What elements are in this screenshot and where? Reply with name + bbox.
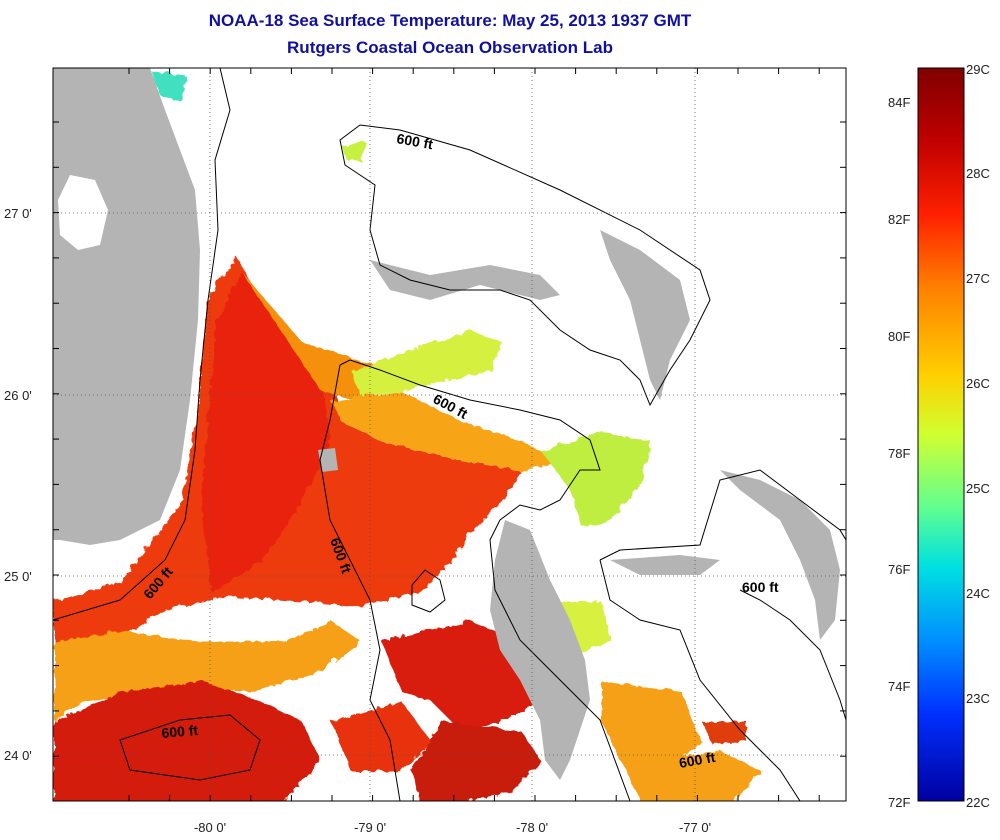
map-plot-area — [53, 68, 846, 801]
x-tick-label: -80 0' — [193, 820, 227, 835]
colorbar — [917, 67, 965, 802]
axis-ticks — [53, 68, 846, 801]
x-tick-label: -79 0' — [353, 820, 387, 835]
colorbar-c-label: 29C — [966, 62, 990, 77]
colorbar-c-label: 22C — [966, 795, 990, 810]
contour-label: 600 ft — [742, 579, 779, 595]
map-subtitle: Rutgers Coastal Ocean Observation Lab — [287, 38, 613, 57]
colorbar-f-label: 80F — [888, 329, 911, 344]
colorbar-f-label: 78F — [888, 446, 911, 461]
colorbar-c-label: 26C — [966, 376, 990, 391]
contour-label: 600 ft — [678, 749, 717, 771]
colorbar-c-label: 23C — [966, 691, 990, 706]
colorbar-c-label: 28C — [966, 166, 990, 181]
colorbar-f-label: 74F — [888, 679, 911, 694]
depth-contours — [53, 68, 846, 801]
graticule — [53, 68, 846, 801]
sst-field — [53, 70, 760, 801]
y-tick-label: 26 0' — [4, 388, 32, 403]
x-tick-label: -77 0' — [678, 820, 712, 835]
colorbar-f-label: 84F — [888, 95, 911, 110]
colorbar-f-label: 76F — [888, 562, 911, 577]
colorbar-c-label: 25C — [966, 481, 990, 496]
colorbar-f-label: 82F — [888, 212, 911, 227]
plot-frame — [52, 67, 847, 802]
y-tick-label: 24 0' — [4, 748, 32, 763]
contour-label: 600 ft — [161, 722, 199, 741]
y-tick-label: 25 0' — [4, 569, 32, 584]
colorbar-f-label: 72F — [888, 795, 911, 810]
lake-okeechobee — [58, 175, 108, 250]
colorbar-c-label: 24C — [966, 586, 990, 601]
contour-label: 600 ft — [395, 130, 434, 152]
colorbar-c-label: 27C — [966, 271, 990, 286]
map-title: NOAA-18 Sea Surface Temperature: May 25,… — [208, 11, 692, 30]
x-tick-label: -78 0' — [515, 820, 549, 835]
y-tick-label: 27 0' — [4, 206, 32, 221]
